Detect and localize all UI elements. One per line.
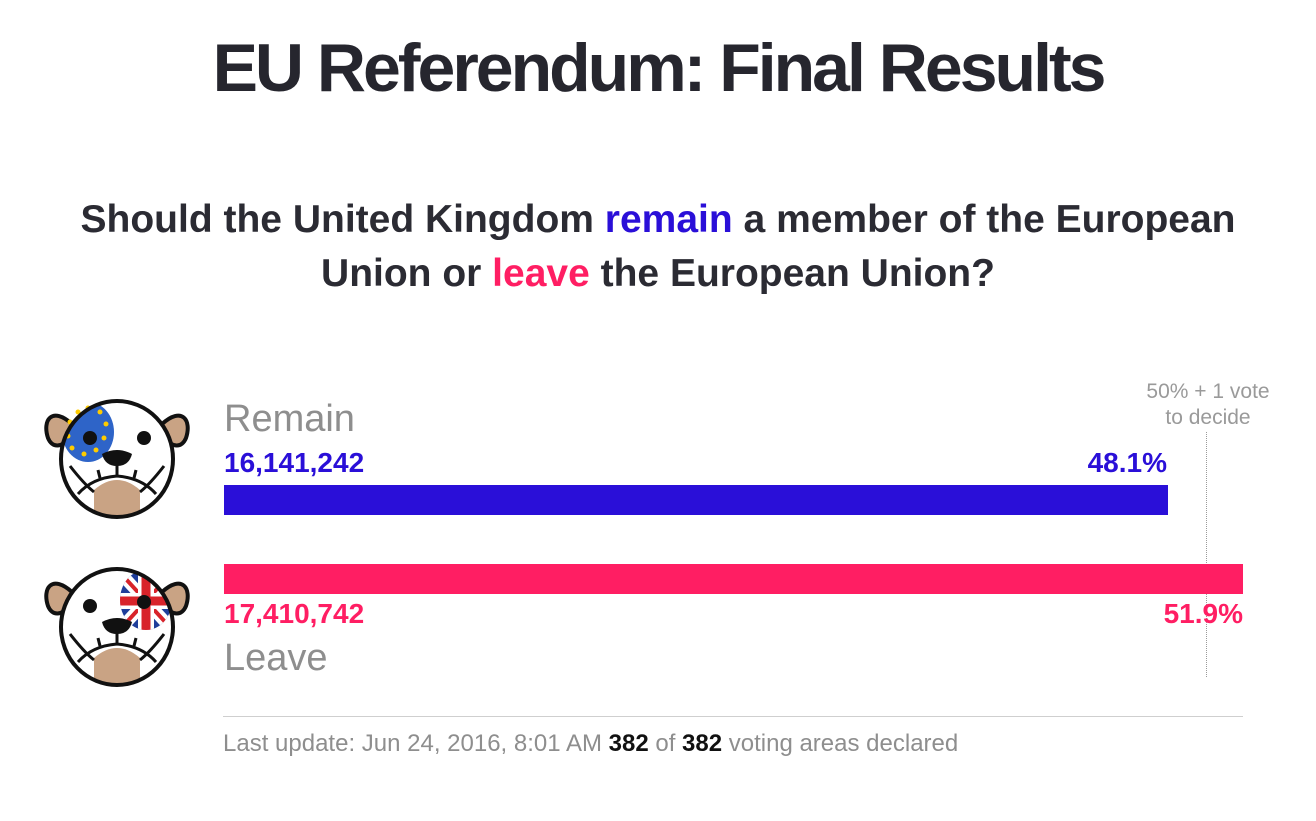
bulldog-union-jack-icon	[44, 567, 190, 687]
leave-label: Leave	[224, 637, 328, 679]
footer-prefix: Last update: Jun 24, 2016, 8:01 AM	[223, 730, 609, 757]
question-part-1: Should the United Kingdom	[80, 198, 605, 241]
footer-divider	[223, 716, 1243, 717]
question-part-2: a member of the European Union or	[321, 198, 1236, 295]
leave-votes: 17,410,742	[224, 598, 365, 629]
threshold-line	[1205, 432, 1207, 677]
page-title: EU Referendum: Final Results	[212, 30, 1107, 106]
threshold-label-line-1: 50% + 1 vote	[1146, 380, 1270, 403]
footer-suffix: voting areas declared	[722, 730, 959, 757]
remain-bar	[224, 485, 1169, 515]
question-remain-word: remain	[604, 198, 733, 241]
question-text: Should the United Kingdom remain a membe…	[40, 193, 1276, 301]
threshold-label-line-2: to decide	[1165, 406, 1251, 429]
remain-votes: 16,141,242	[224, 447, 365, 478]
question-part-3: the European Union?	[589, 252, 995, 295]
footer-of: of	[648, 730, 683, 757]
threshold-label: 50% + 1 vote to decide	[1118, 379, 1298, 431]
question-leave-word: leave	[492, 252, 590, 295]
total-count: 382	[682, 730, 723, 757]
leave-percent: 51.9%	[1163, 598, 1243, 629]
declared-count: 382	[608, 730, 649, 757]
bulldog-eu-flag-icon	[44, 399, 190, 519]
leave-bar	[224, 564, 1243, 594]
remain-label: Remain	[224, 398, 355, 440]
remain-percent: 48.1%	[1087, 447, 1167, 478]
footer-status: Last update: Jun 24, 2016, 8:01 AM 382 o…	[223, 728, 958, 760]
